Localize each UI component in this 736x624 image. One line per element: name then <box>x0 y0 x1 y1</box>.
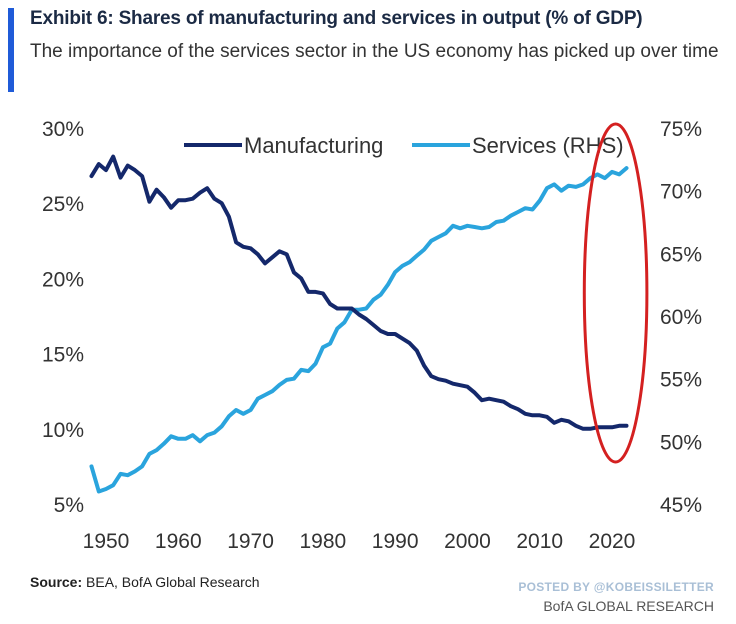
source-note: Source: BEA, BofA Global Research <box>30 574 260 590</box>
right-axis: 75% 70% 65% 60% 55% 50% 45% <box>660 118 702 517</box>
left-axis: 30% 25% 20% 15% 10% 5% <box>42 118 84 517</box>
x-tick-label: 1960 <box>155 530 202 553</box>
right-tick-label: 70% <box>660 181 702 204</box>
watermark: POSTED BY @KOBEISSILETTER <box>518 580 714 594</box>
x-tick-label: 2020 <box>589 530 636 553</box>
services-line <box>89 166 629 494</box>
manufacturing-line <box>89 154 629 431</box>
right-tick-label: 55% <box>660 369 702 392</box>
left-tick-label: 10% <box>42 419 84 442</box>
right-tick-label: 45% <box>660 494 702 517</box>
source-text: BEA, BofA Global Research <box>82 574 260 590</box>
right-tick-label: 65% <box>660 243 702 266</box>
x-tick-label: 2010 <box>516 530 563 553</box>
x-tick-label: 1980 <box>299 530 346 553</box>
source-label: Source: <box>30 574 83 590</box>
highlight-ellipse <box>582 122 649 464</box>
legend-label-manufacturing: Manufacturing <box>244 133 383 158</box>
legend: Manufacturing Services (RHS) <box>184 133 624 158</box>
left-tick-label: 5% <box>54 494 84 517</box>
chart-area: 30%25%20%15%10%5% 75%70%65%60%55%50%45% … <box>42 118 702 553</box>
x-axis: 1950 1960 1970 1980 1990 2000 2010 2020 <box>83 530 636 553</box>
chart-title: Exhibit 6: Shares of manufacturing and s… <box>30 8 643 29</box>
x-tick-label: 1970 <box>227 530 274 553</box>
right-tick-label: 50% <box>660 431 702 454</box>
left-tick-label: 15% <box>42 344 84 367</box>
brand-label: BofA GLOBAL RESEARCH <box>543 598 714 614</box>
accent-bar <box>8 8 14 92</box>
right-tick-label: 60% <box>660 306 702 329</box>
right-tick-label: 75% <box>660 118 702 141</box>
x-tick-label: 2000 <box>444 530 491 553</box>
chart-subtitle: The importance of the services sector in… <box>30 41 719 62</box>
x-tick-label: 1950 <box>83 530 130 553</box>
left-tick-label: 25% <box>42 193 84 216</box>
x-tick-label: 1990 <box>372 530 419 553</box>
left-tick-label: 30% <box>42 118 84 141</box>
left-tick-label: 20% <box>42 268 84 291</box>
